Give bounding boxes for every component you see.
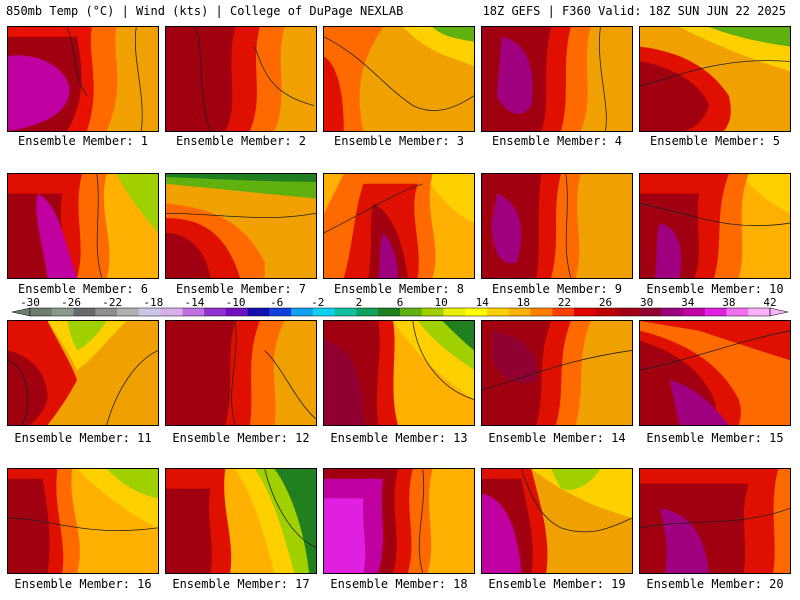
colorbar-swatch [334, 308, 357, 316]
member-label: Ensemble Member: 4 [491, 134, 623, 148]
colorbar-swatch [552, 308, 575, 316]
colorbar-swatch [138, 308, 161, 316]
colorbar-tick-label: -2 [311, 296, 324, 309]
colorbar-swatch [378, 308, 401, 316]
colorbar-swatch [117, 308, 140, 316]
colorbar-swatch [204, 308, 227, 316]
colorbar-swatch [661, 308, 684, 316]
member-label: Ensemble Member: 6 [17, 282, 149, 296]
color-scale: -30 -26 -22 -18 -14 -10 -6 -2 2 6 10 14 18 22 26 30 34 38… [0, 296, 800, 318]
colorbar-tick-label: -26 [61, 296, 81, 309]
colorbar-outline [29, 307, 771, 317]
colorbar-tick-label: -30 [20, 296, 40, 309]
member-label: Ensemble Member: 11 [14, 431, 152, 445]
colorbar-right-arrow [769, 307, 789, 317]
map-panel-16 [7, 468, 159, 574]
map-panel-17 [165, 468, 317, 574]
colorbar-left-arrow [11, 307, 31, 317]
member-label: Ensemble Member: 20 [646, 577, 784, 591]
map-panel-14 [481, 320, 633, 426]
member-label: Ensemble Member: 1 [17, 134, 149, 148]
colorbar-swatch [726, 308, 749, 316]
member-label: Ensemble Member: 10 [646, 282, 784, 296]
map-panel-12 [165, 320, 317, 426]
chart-title: 850mb Temp (°C) | Wind (kts) | College o… [6, 4, 404, 18]
member-label: Ensemble Member: 19 [488, 577, 626, 591]
map-panel-18 [323, 468, 475, 574]
map-panel-9 [481, 173, 633, 279]
member-label: Ensemble Member: 12 [172, 431, 310, 445]
colorbar-tick-label: 38 [722, 296, 735, 309]
map-panel-3 [323, 26, 475, 132]
map-panel-5 [639, 26, 791, 132]
colorbar-swatch [487, 308, 510, 316]
map-panel-20 [639, 468, 791, 574]
map-panel-10 [639, 173, 791, 279]
member-label: Ensemble Member: 7 [175, 282, 307, 296]
member-label: Ensemble Member: 16 [14, 577, 152, 591]
member-label: Ensemble Member: 2 [175, 134, 307, 148]
colorbar-tick-label: 26 [599, 296, 612, 309]
colorbar-swatch [30, 308, 53, 316]
member-label: Ensemble Member: 8 [333, 282, 465, 296]
member-label: Ensemble Member: 5 [649, 134, 781, 148]
colorbar-swatch [465, 308, 488, 316]
colorbar-swatch [595, 308, 619, 316]
colorbar-swatch [421, 308, 444, 316]
map-panel-8 [323, 173, 475, 279]
colorbar-swatch [269, 308, 292, 316]
member-label: Ensemble Member: 17 [172, 577, 310, 591]
member-label: Ensemble Member: 3 [333, 134, 465, 148]
colorbar-swatch [291, 308, 314, 316]
colorbar-swatch [312, 308, 336, 316]
colorbar-swatch [639, 308, 662, 316]
colorbar-swatch [508, 308, 531, 316]
colorbar-swatch [617, 308, 640, 316]
colorbar-tick-label: 2 [356, 296, 363, 309]
colorbar-tick-label: 18 [517, 296, 530, 309]
colorbar-swatch [160, 308, 183, 316]
member-label: Ensemble Member: 18 [330, 577, 468, 591]
colorbar-swatch [748, 308, 771, 316]
colorbar-swatch [182, 308, 205, 316]
colorbar-tick-label: 22 [558, 296, 571, 309]
map-panel-15 [639, 320, 791, 426]
colorbar-tick-label: 14 [476, 296, 490, 309]
map-panel-1 [7, 26, 159, 132]
colorbar-swatch [530, 308, 553, 316]
colorbar-swatch [225, 308, 249, 316]
colorbar-tick-label: -22 [102, 296, 122, 309]
colorbar-swatch [443, 308, 466, 316]
colorbar-tick-label: 34 [681, 296, 695, 309]
colorbar-swatch [400, 308, 423, 316]
colorbar-swatch [73, 308, 96, 316]
colorbar-tick-label: -18 [143, 296, 163, 309]
member-label: Ensemble Member: 13 [330, 431, 468, 445]
colorbar-tick-label: 10 [434, 296, 447, 309]
map-panel-7 [165, 173, 317, 279]
colorbar-swatch [356, 308, 379, 316]
member-label: Ensemble Member: 9 [491, 282, 623, 296]
valid-time: 18Z GEFS | F360 Valid: 18Z SUN JUN 22 20… [482, 4, 786, 18]
colorbar-tick-label: -14 [185, 296, 205, 309]
map-panel-19 [481, 468, 633, 574]
colorbar-swatch [95, 308, 118, 316]
colorbar-swatch [51, 308, 74, 316]
map-panel-4 [481, 26, 633, 132]
map-panel-6 [7, 173, 159, 279]
colorbar-tick-label: 42 [763, 296, 776, 309]
colorbar-swatch [574, 308, 597, 316]
colorbar-tick-label: -10 [226, 296, 246, 309]
map-panel-13 [323, 320, 475, 426]
colorbar-swatch [682, 308, 706, 316]
map-panel-2 [165, 26, 317, 132]
colorbar-swatch [247, 308, 270, 316]
colorbar-tick-label: 30 [640, 296, 653, 309]
member-label: Ensemble Member: 15 [646, 431, 784, 445]
map-panel-11 [7, 320, 159, 426]
member-label: Ensemble Member: 14 [488, 431, 626, 445]
colorbar-tick-label: -6 [270, 296, 283, 309]
colorbar-swatch [704, 308, 727, 316]
colorbar-tick-label: 6 [397, 296, 404, 309]
